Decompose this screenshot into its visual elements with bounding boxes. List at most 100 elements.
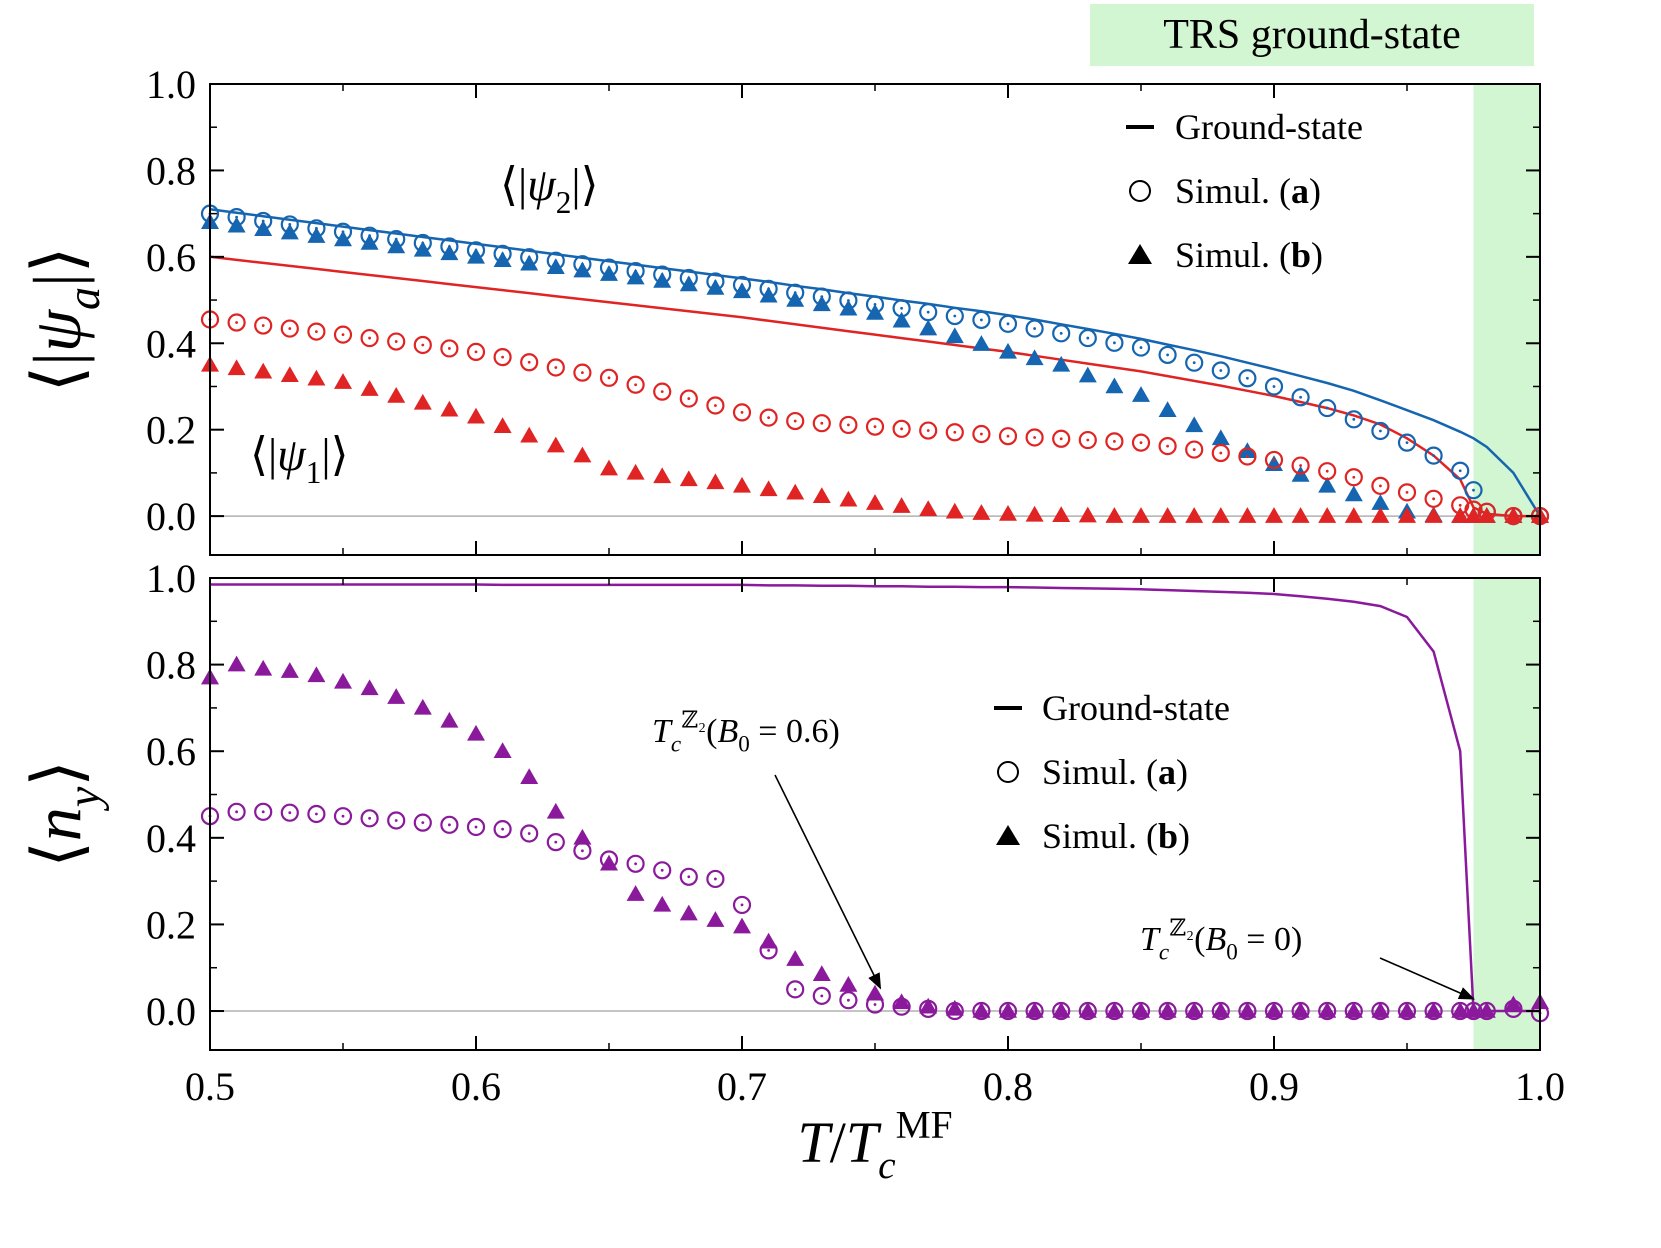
circle-marker (812, 986, 831, 1005)
triangle-marker (759, 286, 778, 303)
circle-marker (626, 375, 645, 394)
series-label-part: |⟩ (321, 429, 348, 480)
legend-label: Ground-state (1175, 107, 1363, 147)
circle-marker (1105, 333, 1124, 352)
triangle-marker (759, 480, 778, 497)
circle-marker (1185, 353, 1204, 372)
y-tick-label: 0.8 (146, 148, 196, 193)
triangle-marker (387, 688, 406, 704)
triangle-marker (679, 904, 698, 921)
annotation-part: = 0.6) (750, 713, 840, 750)
triangle-marker (1477, 1002, 1496, 1018)
annotation-arrow (774, 774, 882, 990)
circle-marker (254, 316, 273, 335)
circle-marker (413, 335, 432, 355)
triangle-marker (227, 655, 246, 672)
marker-dot (1432, 497, 1435, 501)
legend-label: Simul. (b) (1175, 235, 1323, 275)
legend-label-part: Simul. ( (1042, 752, 1158, 792)
x-axis-label-part: c (878, 1143, 896, 1187)
triangle-marker (307, 227, 326, 243)
series-label-part: ψ (277, 429, 307, 480)
marker-dot (900, 306, 903, 310)
marker-dot (341, 333, 345, 337)
triangle-marker (1132, 1002, 1150, 1018)
circle-marker (1131, 338, 1151, 357)
legend-triangle (1128, 244, 1152, 264)
triangle-marker (1211, 507, 1230, 523)
triangle-marker (1185, 416, 1204, 433)
marker-dot (926, 429, 930, 432)
y-axis-label: ⟨ny⟩ (19, 760, 109, 868)
legend-label-part: Simul. ( (1042, 816, 1158, 856)
marker-dot (1246, 376, 1249, 380)
triangle-marker (413, 698, 432, 715)
marker-dot (1272, 458, 1276, 462)
circle-marker (732, 403, 752, 422)
triangle-marker (1291, 507, 1310, 523)
marker-dot (1472, 488, 1475, 492)
series-label-part: ψ (527, 159, 557, 210)
marker-dot (740, 903, 744, 907)
triangle-marker (307, 666, 326, 683)
triangle-marker (945, 327, 964, 344)
annotation-part: B (717, 713, 738, 750)
series-label: ⟨|ψ2|⟩ (500, 159, 599, 220)
axes-frame (209, 577, 1541, 1051)
x-axis-label-part: T (797, 1110, 833, 1175)
triangle-marker (1424, 1002, 1443, 1018)
marker-dot (1352, 475, 1356, 479)
triangle-marker (972, 504, 991, 520)
circle-marker (333, 325, 353, 344)
circle-marker (573, 363, 592, 382)
circle-marker (333, 807, 353, 826)
triangle-marker (812, 295, 831, 312)
triangle-marker (1238, 507, 1257, 523)
x-axis-label-part: T (846, 1110, 882, 1175)
circle-marker (599, 368, 619, 387)
triangle-marker (440, 400, 459, 417)
y-tick-label: 0.6 (146, 729, 196, 774)
triangle-marker (892, 993, 911, 1010)
triangle-marker (1132, 507, 1150, 523)
triangle-marker (679, 275, 698, 292)
triangle-marker (520, 426, 539, 443)
marker-dot (1299, 464, 1302, 467)
marker-dot (953, 314, 957, 318)
legend-circle (1129, 180, 1151, 202)
triangle-marker (1132, 386, 1150, 402)
ground-state-line (209, 255, 1540, 518)
triangle-marker (600, 854, 618, 871)
triangle-marker (972, 335, 991, 351)
triangle-marker (626, 268, 645, 285)
circle-marker (280, 319, 299, 338)
series-label-part: |⟩ (571, 159, 598, 210)
circle-marker (1371, 476, 1390, 495)
annotation-part: c (1159, 939, 1169, 965)
triangle-marker (1185, 1002, 1204, 1018)
y-axis-label: ⟨|ψa|⟩ (19, 247, 109, 393)
marker-dot (820, 421, 824, 425)
y-axis-label-part: ⟨ (19, 841, 95, 868)
triangle-marker (839, 976, 858, 992)
annotation-part: B (1205, 921, 1226, 958)
marker-dot (1113, 341, 1116, 345)
triangle-marker (1371, 507, 1390, 523)
triangle-marker (892, 497, 911, 513)
triangle-marker (387, 386, 406, 403)
triangle-marker (520, 768, 539, 784)
triangle-marker (972, 1002, 991, 1018)
annotation-part: c (671, 731, 681, 757)
marker-dot (1272, 385, 1276, 388)
marker-dot (1166, 444, 1169, 448)
triangle-marker (1238, 442, 1257, 459)
circle-marker (387, 332, 406, 351)
circle-marker (1025, 319, 1044, 338)
marker-dot (1299, 395, 1302, 399)
circle-marker (1211, 443, 1230, 463)
triangle-marker (1371, 1002, 1390, 1018)
circle-marker (440, 339, 459, 358)
legend-label-part: ) (1176, 752, 1188, 792)
triangle-marker (1318, 1002, 1337, 1018)
circle-marker (546, 833, 565, 852)
